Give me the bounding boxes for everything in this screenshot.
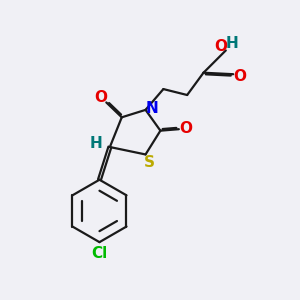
Text: H: H [89, 136, 102, 151]
Text: S: S [144, 155, 154, 170]
Text: N: N [146, 101, 158, 116]
Text: O: O [94, 90, 107, 105]
Text: O: O [233, 69, 246, 84]
Text: Cl: Cl [91, 246, 108, 261]
Text: O: O [214, 39, 227, 54]
Text: H: H [226, 36, 239, 51]
Text: O: O [179, 121, 192, 136]
